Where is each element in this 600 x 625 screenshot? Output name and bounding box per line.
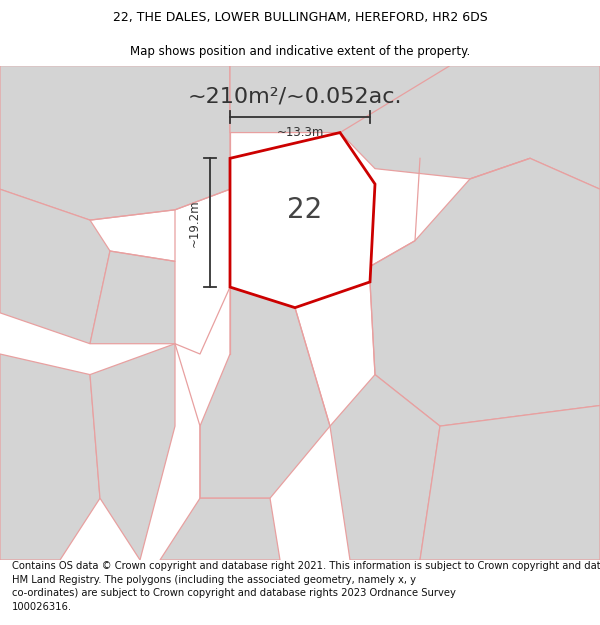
Polygon shape xyxy=(0,189,110,344)
Polygon shape xyxy=(245,158,350,241)
Polygon shape xyxy=(230,66,450,158)
Polygon shape xyxy=(230,132,375,308)
Polygon shape xyxy=(420,406,600,560)
Text: 22: 22 xyxy=(287,196,323,224)
Polygon shape xyxy=(340,66,600,189)
Polygon shape xyxy=(370,158,600,426)
Text: Contains OS data © Crown copyright and database right 2021. This information is : Contains OS data © Crown copyright and d… xyxy=(12,561,600,612)
Polygon shape xyxy=(330,374,440,560)
Polygon shape xyxy=(160,498,280,560)
Polygon shape xyxy=(90,344,175,560)
Text: ~13.3m: ~13.3m xyxy=(277,126,323,139)
Polygon shape xyxy=(200,287,330,498)
Text: Map shows position and indicative extent of the property.: Map shows position and indicative extent… xyxy=(130,45,470,58)
Polygon shape xyxy=(0,66,230,220)
Text: 22, THE DALES, LOWER BULLINGHAM, HEREFORD, HR2 6DS: 22, THE DALES, LOWER BULLINGHAM, HEREFOR… xyxy=(113,11,487,24)
Text: ~210m²/~0.052ac.: ~210m²/~0.052ac. xyxy=(188,86,402,106)
Polygon shape xyxy=(90,251,175,344)
Text: ~19.2m: ~19.2m xyxy=(188,199,201,246)
Polygon shape xyxy=(0,354,100,560)
